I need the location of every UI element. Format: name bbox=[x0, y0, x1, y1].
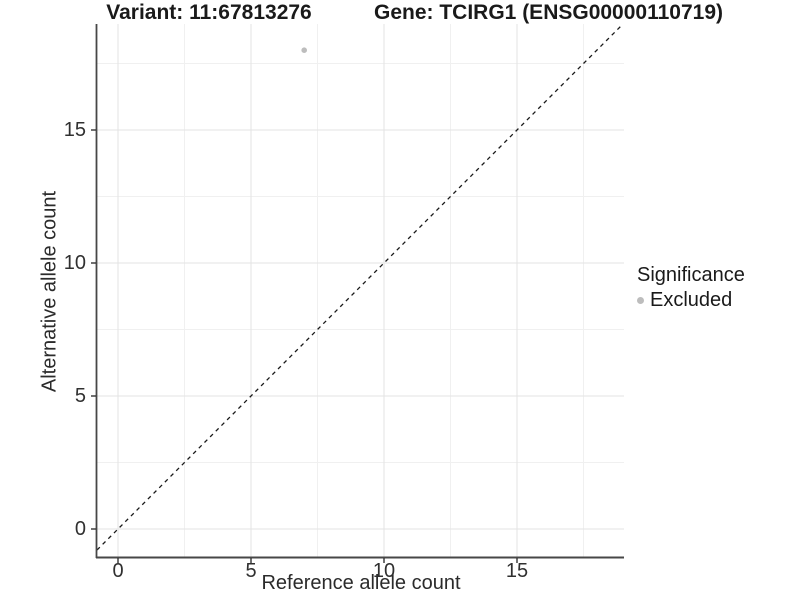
x-axis-title: Reference allele count bbox=[261, 572, 461, 594]
legend-item-excluded: Excluded bbox=[637, 288, 745, 312]
identity-line bbox=[96, 23, 624, 551]
x-tick-label: 10 bbox=[372, 560, 396, 582]
x-tick-label: 0 bbox=[112, 560, 124, 582]
y-tick-label: 5 bbox=[74, 385, 86, 407]
y-tick-label: 15 bbox=[63, 119, 86, 141]
y-tick-label: 10 bbox=[63, 252, 86, 274]
plot-title-variant: Variant: 11:67813276 bbox=[106, 1, 312, 24]
legend-title: Significance bbox=[637, 264, 745, 286]
legend: Significance Excluded bbox=[637, 262, 745, 312]
data-point bbox=[301, 47, 308, 53]
plot-title-gene: Gene: TCIRG1 (ENSG00000110719) bbox=[374, 1, 724, 24]
y-tick-label: 0 bbox=[74, 518, 86, 540]
x-tick-label: 5 bbox=[245, 560, 257, 582]
legend-item-label: Excluded bbox=[650, 289, 733, 311]
legend-point-icon bbox=[637, 296, 644, 304]
x-tick-label: 15 bbox=[505, 560, 529, 582]
y-axis-title: Alternative allele count bbox=[38, 190, 61, 393]
